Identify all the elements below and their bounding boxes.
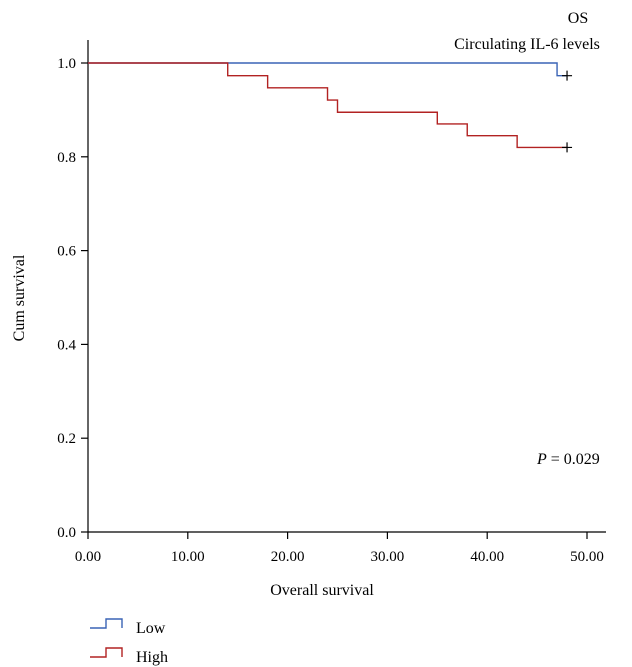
y-tick-label: 0.4 (57, 337, 76, 353)
x-tick-label: 30.00 (371, 549, 405, 565)
x-tick-label: 10.00 (171, 549, 205, 565)
x-tick-label: 20.00 (271, 549, 305, 565)
p-value-annotation: P = 0.029 (536, 451, 600, 468)
legend-swatch-high (90, 647, 123, 658)
x-tick-label: 0.00 (75, 549, 101, 565)
x-tick-label: 40.00 (470, 549, 504, 565)
y-tick-label: 0.2 (57, 431, 76, 447)
x-axis-title: Overall survival (270, 582, 374, 599)
series-layer (88, 62, 573, 153)
y-tick-label: 0.8 (57, 150, 76, 166)
y-axis-ticks: 0.0 0.2 0.4 0.6 0.8 1.0 (57, 56, 88, 541)
x-axis-ticks: 0.00 10.00 20.00 30.00 40.00 50.00 (75, 532, 604, 565)
chart-subtitle: Circulating IL-6 levels (454, 36, 600, 53)
legend: Low High (90, 618, 168, 666)
x-tick-label: 50.00 (570, 549, 604, 565)
series-line-low (88, 62, 568, 77)
legend-label-low: Low (136, 620, 166, 637)
censor-mark (562, 70, 573, 81)
y-tick-label: 0.0 (57, 525, 76, 541)
y-tick-label: 1.0 (57, 56, 76, 72)
legend-swatch-low (90, 618, 123, 629)
p-value-text: = 0.029 (547, 451, 600, 468)
series-line-high (88, 62, 568, 149)
y-tick-label: 0.6 (57, 244, 76, 260)
censor-mark (562, 142, 573, 153)
chart-title: OS (568, 10, 588, 27)
p-value-symbol: P (536, 451, 547, 468)
y-axis-title: Cum survival (11, 254, 28, 341)
legend-label-high: High (136, 649, 168, 666)
